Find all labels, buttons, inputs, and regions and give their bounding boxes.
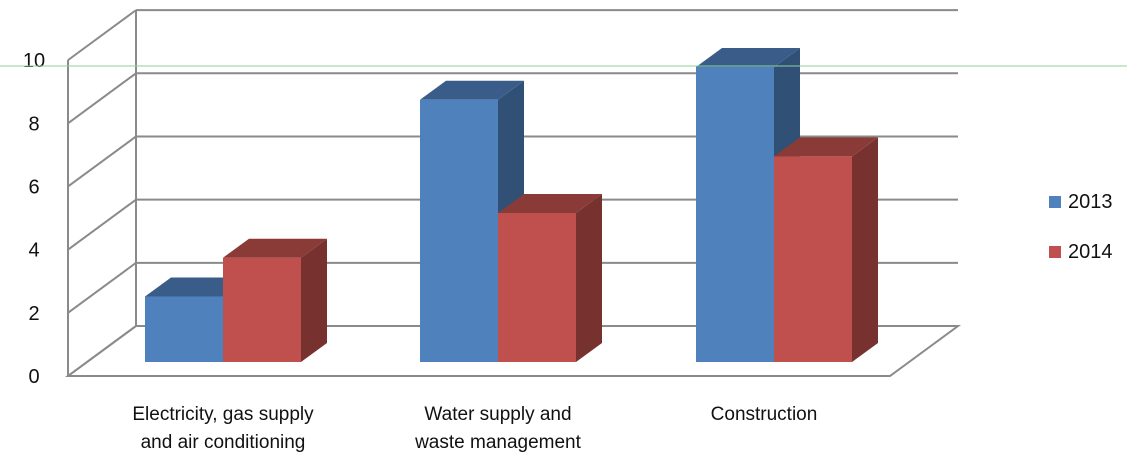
legend-swatch <box>1049 246 1061 258</box>
floor-plane <box>64 325 962 377</box>
side-wall-gridline <box>67 198 137 251</box>
side-wall-gridline <box>67 262 137 314</box>
category-label: Water supply and waste management <box>414 404 582 453</box>
y-tick-label: 8 <box>28 113 39 135</box>
y-tick-label: 4 <box>28 240 39 262</box>
legend-label: 2013 <box>1068 191 1113 213</box>
bar-2014-2 <box>774 137 878 362</box>
category-label: Electricity, gas supply and air condition… <box>132 404 314 453</box>
side-wall-gridline <box>67 9 137 61</box>
legend-label: 2014 <box>1068 241 1113 263</box>
legend: 2013 2014 <box>1049 191 1113 263</box>
axes <box>64 10 962 377</box>
bar-2014-0 <box>223 238 327 362</box>
category-labels: Electricity, gas supply and air condition… <box>132 404 817 453</box>
legend-swatch <box>1049 196 1061 208</box>
bars <box>145 47 878 362</box>
y-tick-labels: 0 2 4 6 8 10 <box>23 50 45 388</box>
y-tick-label: 10 <box>23 50 45 72</box>
y-tick-label: 6 <box>28 176 39 198</box>
category-label: Construction <box>711 404 818 425</box>
side-wall-gridline <box>67 72 137 125</box>
bar-2014-1 <box>498 194 602 362</box>
y-tick-label: 0 <box>28 366 39 388</box>
y-tick-label: 2 <box>28 303 39 325</box>
side-wall-gridline <box>67 135 137 188</box>
